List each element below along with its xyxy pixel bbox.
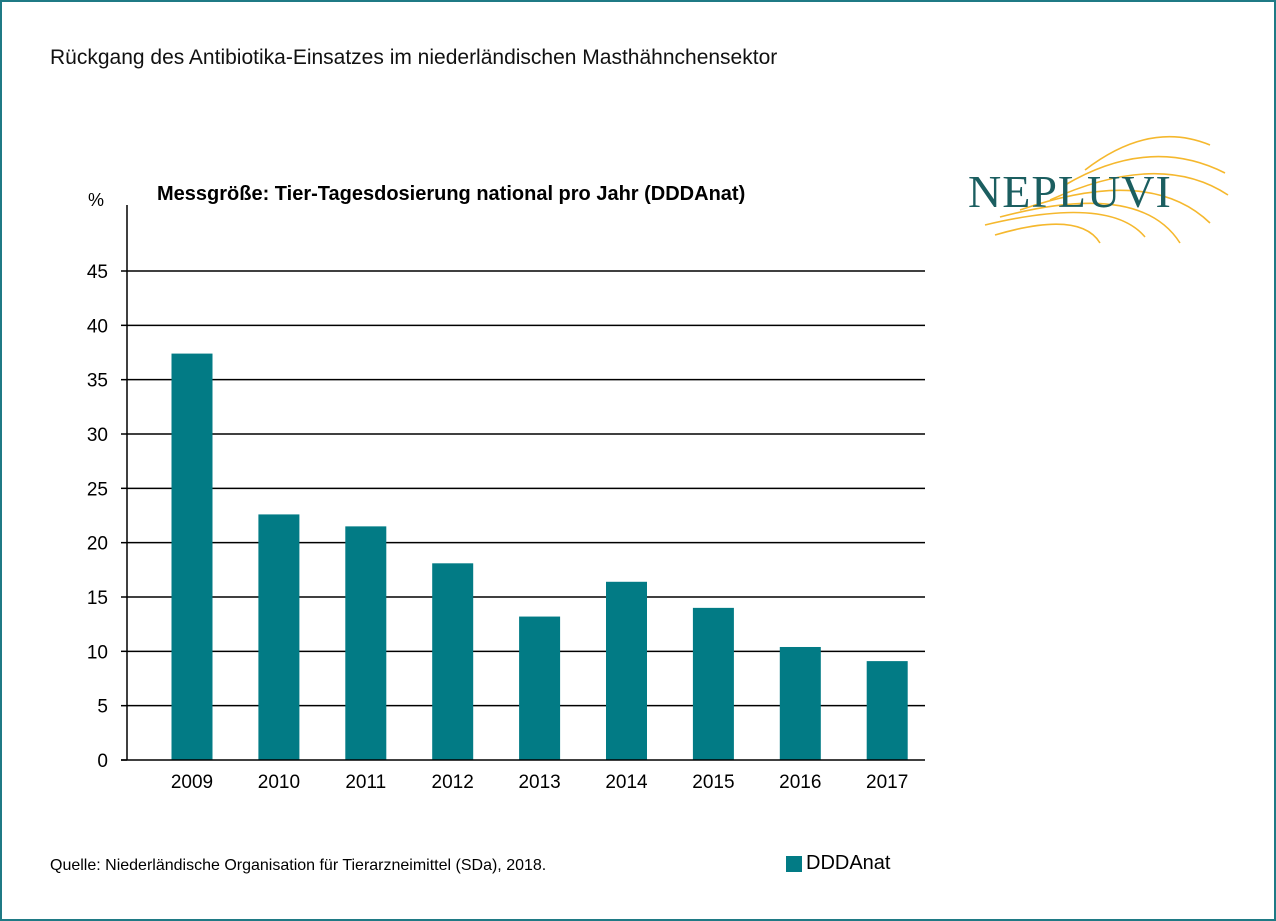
y-tick-label: 20 <box>87 534 108 555</box>
y-tick-label: 10 <box>87 642 108 663</box>
x-tick-label: 2009 <box>171 772 213 793</box>
bar-2015 <box>692 607 734 760</box>
bar-2009 <box>171 353 213 760</box>
x-tick-label: 2016 <box>779 772 821 793</box>
y-tick-label: 40 <box>87 316 108 337</box>
x-tick-label: 2015 <box>692 772 734 793</box>
x-tick-label: 2010 <box>258 772 300 793</box>
bar-2013 <box>519 616 561 760</box>
y-tick-label: 45 <box>87 262 108 283</box>
logo-text: NEPLUVI <box>968 166 1172 217</box>
y-tick-label: 30 <box>87 425 108 446</box>
bar-2016 <box>779 646 821 760</box>
nepluvi-logo: NEPLUVI <box>968 135 1229 244</box>
bar-2010 <box>258 514 300 760</box>
y-tick-label: 5 <box>97 697 108 718</box>
x-tick-label: 2012 <box>432 772 474 793</box>
x-tick-label: 2014 <box>605 772 648 793</box>
y-tick-label: 25 <box>87 479 108 500</box>
x-tick-label: 2011 <box>345 772 386 793</box>
bar-2014 <box>606 581 647 760</box>
legend-label: DDDAnat <box>806 852 891 874</box>
legend-swatch <box>786 855 802 872</box>
x-tick-label: 2017 <box>866 772 908 793</box>
y-axis-label: % <box>88 190 105 210</box>
y-tick-label: 15 <box>87 588 108 609</box>
bar-2012 <box>432 563 474 760</box>
x-tick-label: 2013 <box>518 772 560 793</box>
legend: DDDAnat <box>786 852 890 875</box>
bar-2011 <box>345 526 387 760</box>
bar-2017 <box>866 661 908 760</box>
chart-title: Messgröße: Tier-Tagesdosierung national … <box>157 183 746 205</box>
y-tick-label: 0 <box>97 751 108 772</box>
y-tick-label: 35 <box>87 371 108 392</box>
page-title: Rückgang des Antibiotika-Einsatzes im ni… <box>50 46 778 69</box>
source-note: Quelle: Niederländische Organisation für… <box>50 857 547 874</box>
